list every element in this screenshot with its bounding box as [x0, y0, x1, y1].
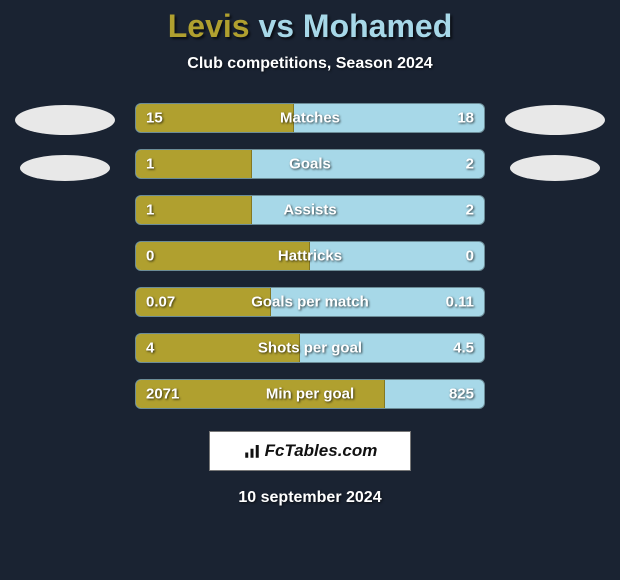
- bar-right-value: 2: [466, 202, 474, 219]
- comparison-card: Levis vs Mohamed Club competitions, Seas…: [0, 0, 620, 580]
- bar-label: Matches: [280, 110, 340, 127]
- player1-avatar-placeholder: [15, 105, 115, 135]
- bar-label: Assists: [283, 202, 336, 219]
- chart-icon: [243, 442, 261, 460]
- bar-label: Goals: [289, 156, 331, 173]
- bar-row: 4 Shots per goal 4.5: [135, 333, 485, 363]
- bar-label: Shots per goal: [258, 340, 362, 357]
- title-player1: Levis: [168, 8, 250, 44]
- avatars-right: [503, 103, 607, 181]
- bar-right-value: 0.11: [446, 294, 474, 311]
- bar-right-value: 4.5: [453, 340, 474, 357]
- bar-right-value: 825: [449, 386, 474, 403]
- player2-avatar-placeholder: [505, 105, 605, 135]
- bar-left-value: 4: [146, 340, 154, 357]
- bar-left-value: 0: [146, 248, 154, 265]
- page-title: Levis vs Mohamed: [0, 8, 620, 45]
- bar-label: Hattricks: [278, 248, 342, 265]
- date-text: 10 september 2024: [0, 489, 620, 507]
- bar-left-value: 1: [146, 202, 154, 219]
- logo-text: FcTables.com: [265, 441, 378, 461]
- logo-box[interactable]: FcTables.com: [209, 431, 411, 471]
- bar-left-value: 15: [146, 110, 163, 127]
- comparison-bars: 15 Matches 18 1 Goals 2 1 Assists 2 0 Hattricks 0 0.…: [135, 103, 485, 409]
- subtitle: Club competitions, Season 2024: [0, 55, 620, 73]
- content-area: 15 Matches 18 1 Goals 2 1 Assists 2 0 Hattricks 0 0.…: [0, 103, 620, 409]
- player1-avatar-placeholder-2: [20, 155, 110, 181]
- bar-row: 15 Matches 18: [135, 103, 485, 133]
- bar-right-value: 18: [457, 110, 474, 127]
- bar-row: 0 Hattricks 0: [135, 241, 485, 271]
- bar-left-value: 0.07: [146, 294, 175, 311]
- bar-right-value: 0: [466, 248, 474, 265]
- player2-avatar-placeholder-2: [510, 155, 600, 181]
- bar-row: 2071 Min per goal 825: [135, 379, 485, 409]
- avatars-left: [13, 103, 117, 181]
- bar-left-value: 1: [146, 156, 154, 173]
- bar-label: Goals per match: [251, 294, 369, 311]
- bar-right-value: 2: [466, 156, 474, 173]
- title-player2: Mohamed: [303, 8, 452, 44]
- title-vs: vs: [258, 8, 294, 44]
- bar-left-value: 2071: [146, 386, 179, 403]
- bar-row: 1 Assists 2: [135, 195, 485, 225]
- bar-row: 1 Goals 2: [135, 149, 485, 179]
- bar-label: Min per goal: [266, 386, 354, 403]
- bar-row: 0.07 Goals per match 0.11: [135, 287, 485, 317]
